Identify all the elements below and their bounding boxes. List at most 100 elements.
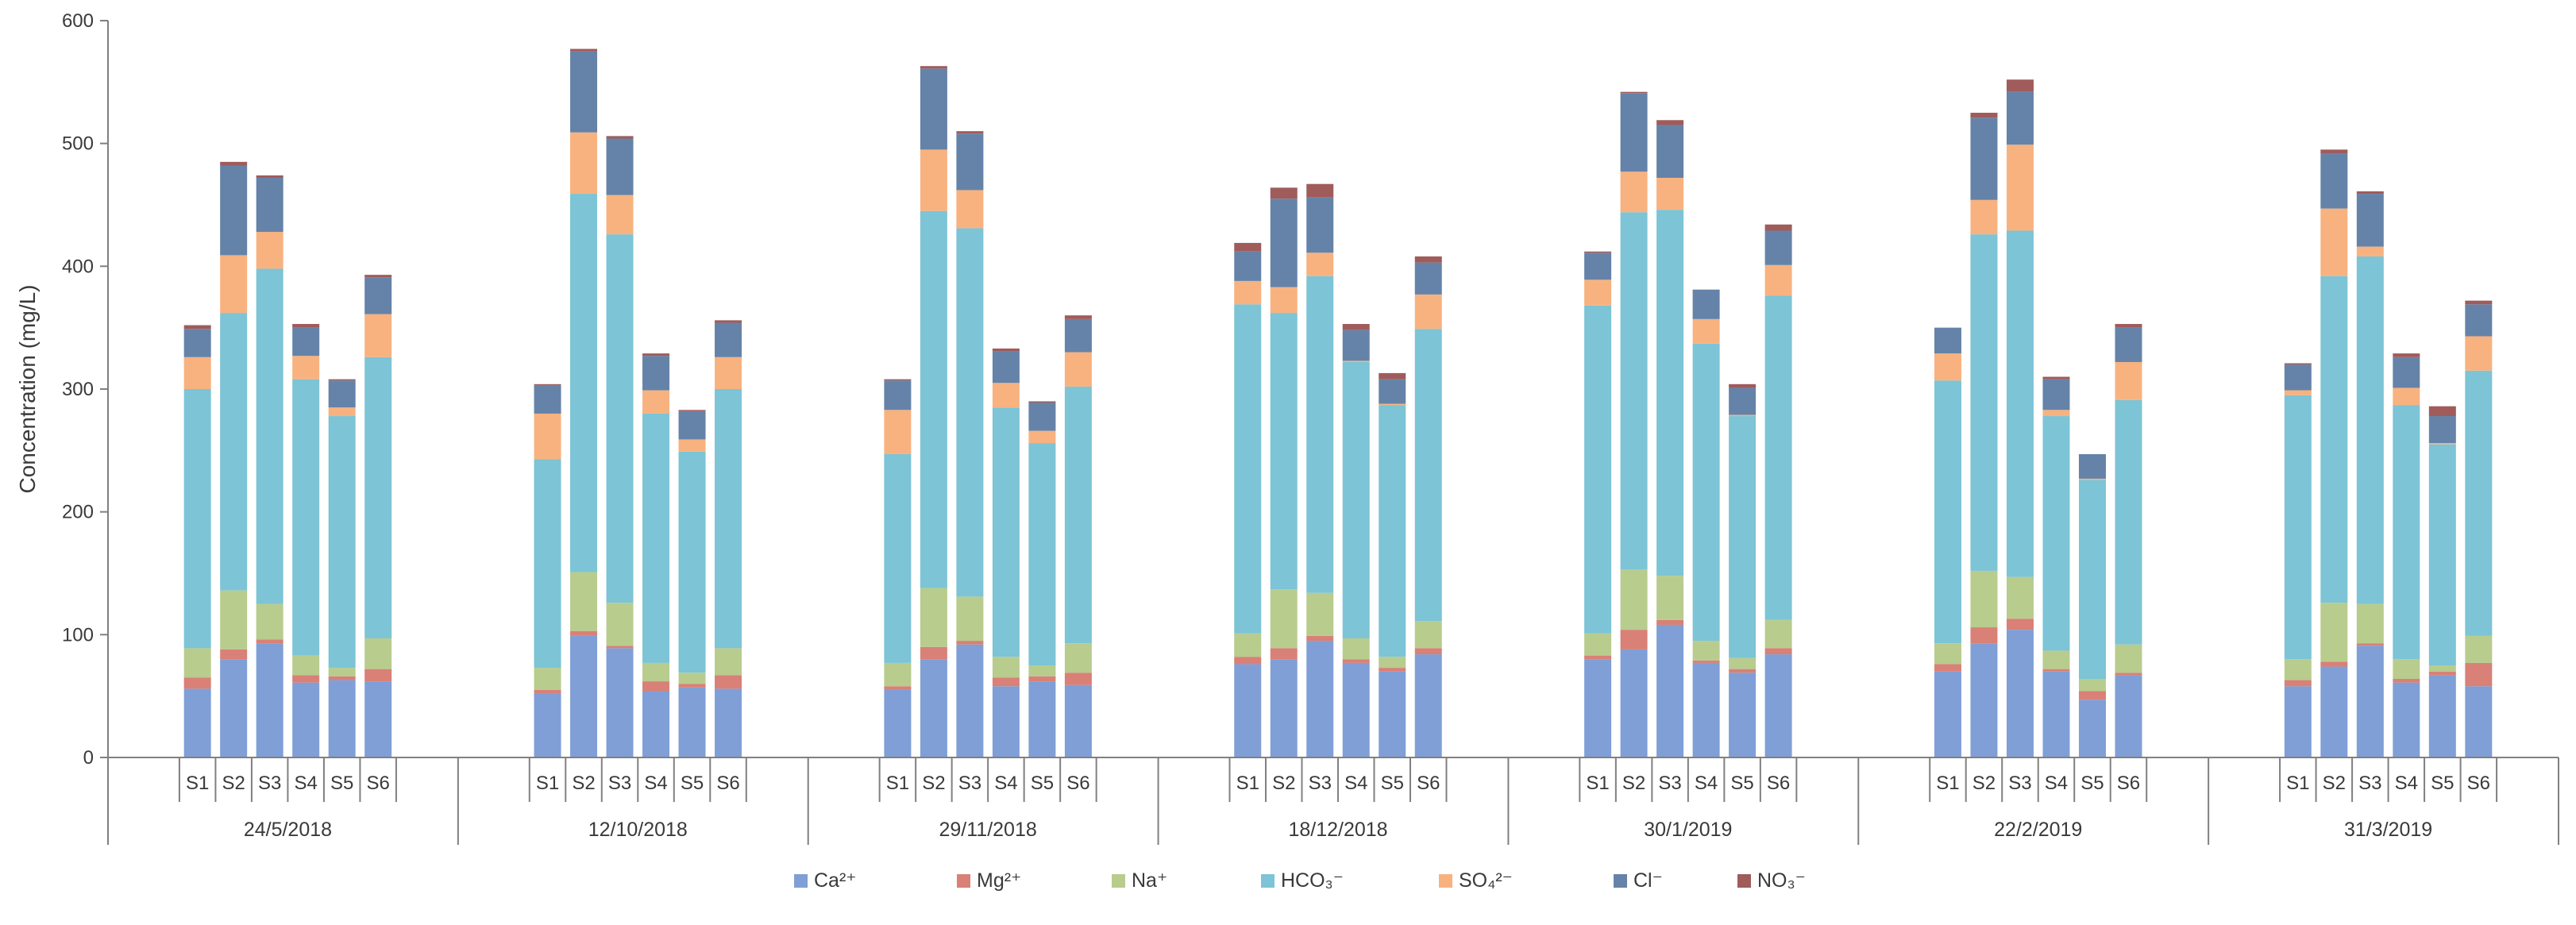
bar-segment: [534, 459, 561, 669]
bar-segment: [183, 329, 211, 357]
bar-segment: [364, 681, 392, 757]
bar-segment: [256, 177, 283, 233]
bar-segment: [2284, 395, 2312, 660]
bar-segment: [534, 668, 561, 690]
bar-segment: [1764, 224, 1792, 231]
bar-segment: [1414, 262, 1442, 295]
site-label: S1: [1586, 773, 1609, 794]
bar-segment: [1692, 289, 1720, 319]
bar-segment: [1934, 380, 1961, 644]
site-label: S4: [644, 773, 667, 794]
legend-swatch: [957, 874, 970, 888]
bar-segment: [1028, 430, 1056, 444]
bar-segment: [642, 356, 670, 391]
bar-segment: [2320, 666, 2348, 757]
bar-segment: [1764, 654, 1792, 757]
site-label: S2: [1972, 773, 1996, 794]
bar-segment: [992, 383, 1020, 408]
bar-segment: [183, 325, 211, 330]
bar-segment: [2042, 669, 2070, 672]
site-label: S3: [1658, 773, 1681, 794]
bar-segment: [606, 138, 634, 195]
bar-segment: [1584, 659, 1612, 757]
bar-segment: [920, 149, 947, 211]
bar-segment: [2428, 443, 2456, 445]
bar-segment: [1970, 234, 1998, 571]
bar-segment: [884, 689, 912, 757]
site-label: S2: [922, 773, 945, 794]
bar-segment: [1764, 230, 1792, 265]
bar-segment: [2428, 671, 2456, 676]
site-label: S1: [1236, 773, 1259, 794]
bar-segment: [2284, 390, 2312, 395]
bars: [183, 48, 2493, 757]
y-tick-label: 600: [62, 10, 94, 32]
bar-segment: [642, 691, 670, 757]
bar-segment: [1414, 256, 1442, 263]
site-label: S2: [222, 773, 245, 794]
bar-segment: [2465, 300, 2493, 305]
bar-segment: [292, 327, 320, 357]
bar-segment: [1028, 681, 1056, 757]
site-label: S4: [1695, 773, 1718, 794]
bar-segment: [2428, 416, 2456, 444]
bar-segment: [1970, 627, 1998, 644]
legend-swatch: [794, 874, 808, 888]
date-label: 18/12/2018: [1288, 819, 1387, 841]
bar-segment: [256, 232, 283, 269]
bar-segment: [292, 655, 320, 676]
bar-segment: [2356, 646, 2384, 757]
bar-segment: [570, 630, 598, 636]
bar-segment: [956, 133, 984, 191]
bar-segment: [2042, 379, 2070, 410]
bar-segment: [2115, 675, 2142, 757]
bar-segment: [2042, 416, 2070, 651]
bar-segment: [2006, 91, 2034, 145]
site-label: S1: [886, 773, 909, 794]
bar-segment: [606, 646, 634, 649]
bar-segment: [642, 681, 670, 692]
bar-segment: [256, 603, 283, 640]
bar-segment: [534, 383, 561, 386]
bar-segment: [1306, 641, 1334, 757]
legend-label: Ca²⁺: [814, 869, 856, 892]
bar-segment: [220, 165, 248, 256]
bar-segment: [183, 648, 211, 678]
site-label: S6: [2467, 773, 2490, 794]
bar-segment: [364, 638, 392, 669]
bar-segment: [606, 648, 634, 757]
bar-segment: [2320, 603, 2348, 662]
bar-segment: [1234, 304, 1262, 634]
bar-segment: [1414, 294, 1442, 330]
bar-segment: [1584, 633, 1612, 656]
bar-segment: [570, 572, 598, 631]
bar-segment: [2078, 478, 2106, 480]
bar-segment: [2393, 679, 2420, 683]
bar-segment: [1028, 401, 1056, 403]
bar-segment: [1064, 352, 1092, 387]
site-label: S2: [2323, 773, 2346, 794]
site-label: S5: [2080, 773, 2104, 794]
bar-segment: [1379, 668, 1406, 672]
bar-segment: [328, 407, 356, 417]
bar-segment: [292, 682, 320, 757]
bar-segment: [606, 195, 634, 235]
bar-segment: [678, 439, 706, 452]
bar-segment: [1379, 372, 1406, 380]
bar-segment: [534, 413, 561, 460]
bar-segment: [1234, 251, 1262, 281]
site-label: S6: [1417, 773, 1440, 794]
bar-segment: [220, 313, 248, 591]
legend-swatch: [1112, 874, 1125, 888]
bar-segment: [328, 680, 356, 757]
bar-segment: [1656, 120, 1684, 125]
bar-segment: [1584, 251, 1612, 253]
bar-segment: [2428, 675, 2456, 757]
bar-segment: [920, 659, 947, 757]
bar-segment: [1270, 187, 1298, 199]
bar-segment: [884, 380, 912, 410]
bar-segment: [1028, 403, 1056, 431]
bar-segment: [606, 603, 634, 646]
site-label: S6: [1066, 773, 1089, 794]
